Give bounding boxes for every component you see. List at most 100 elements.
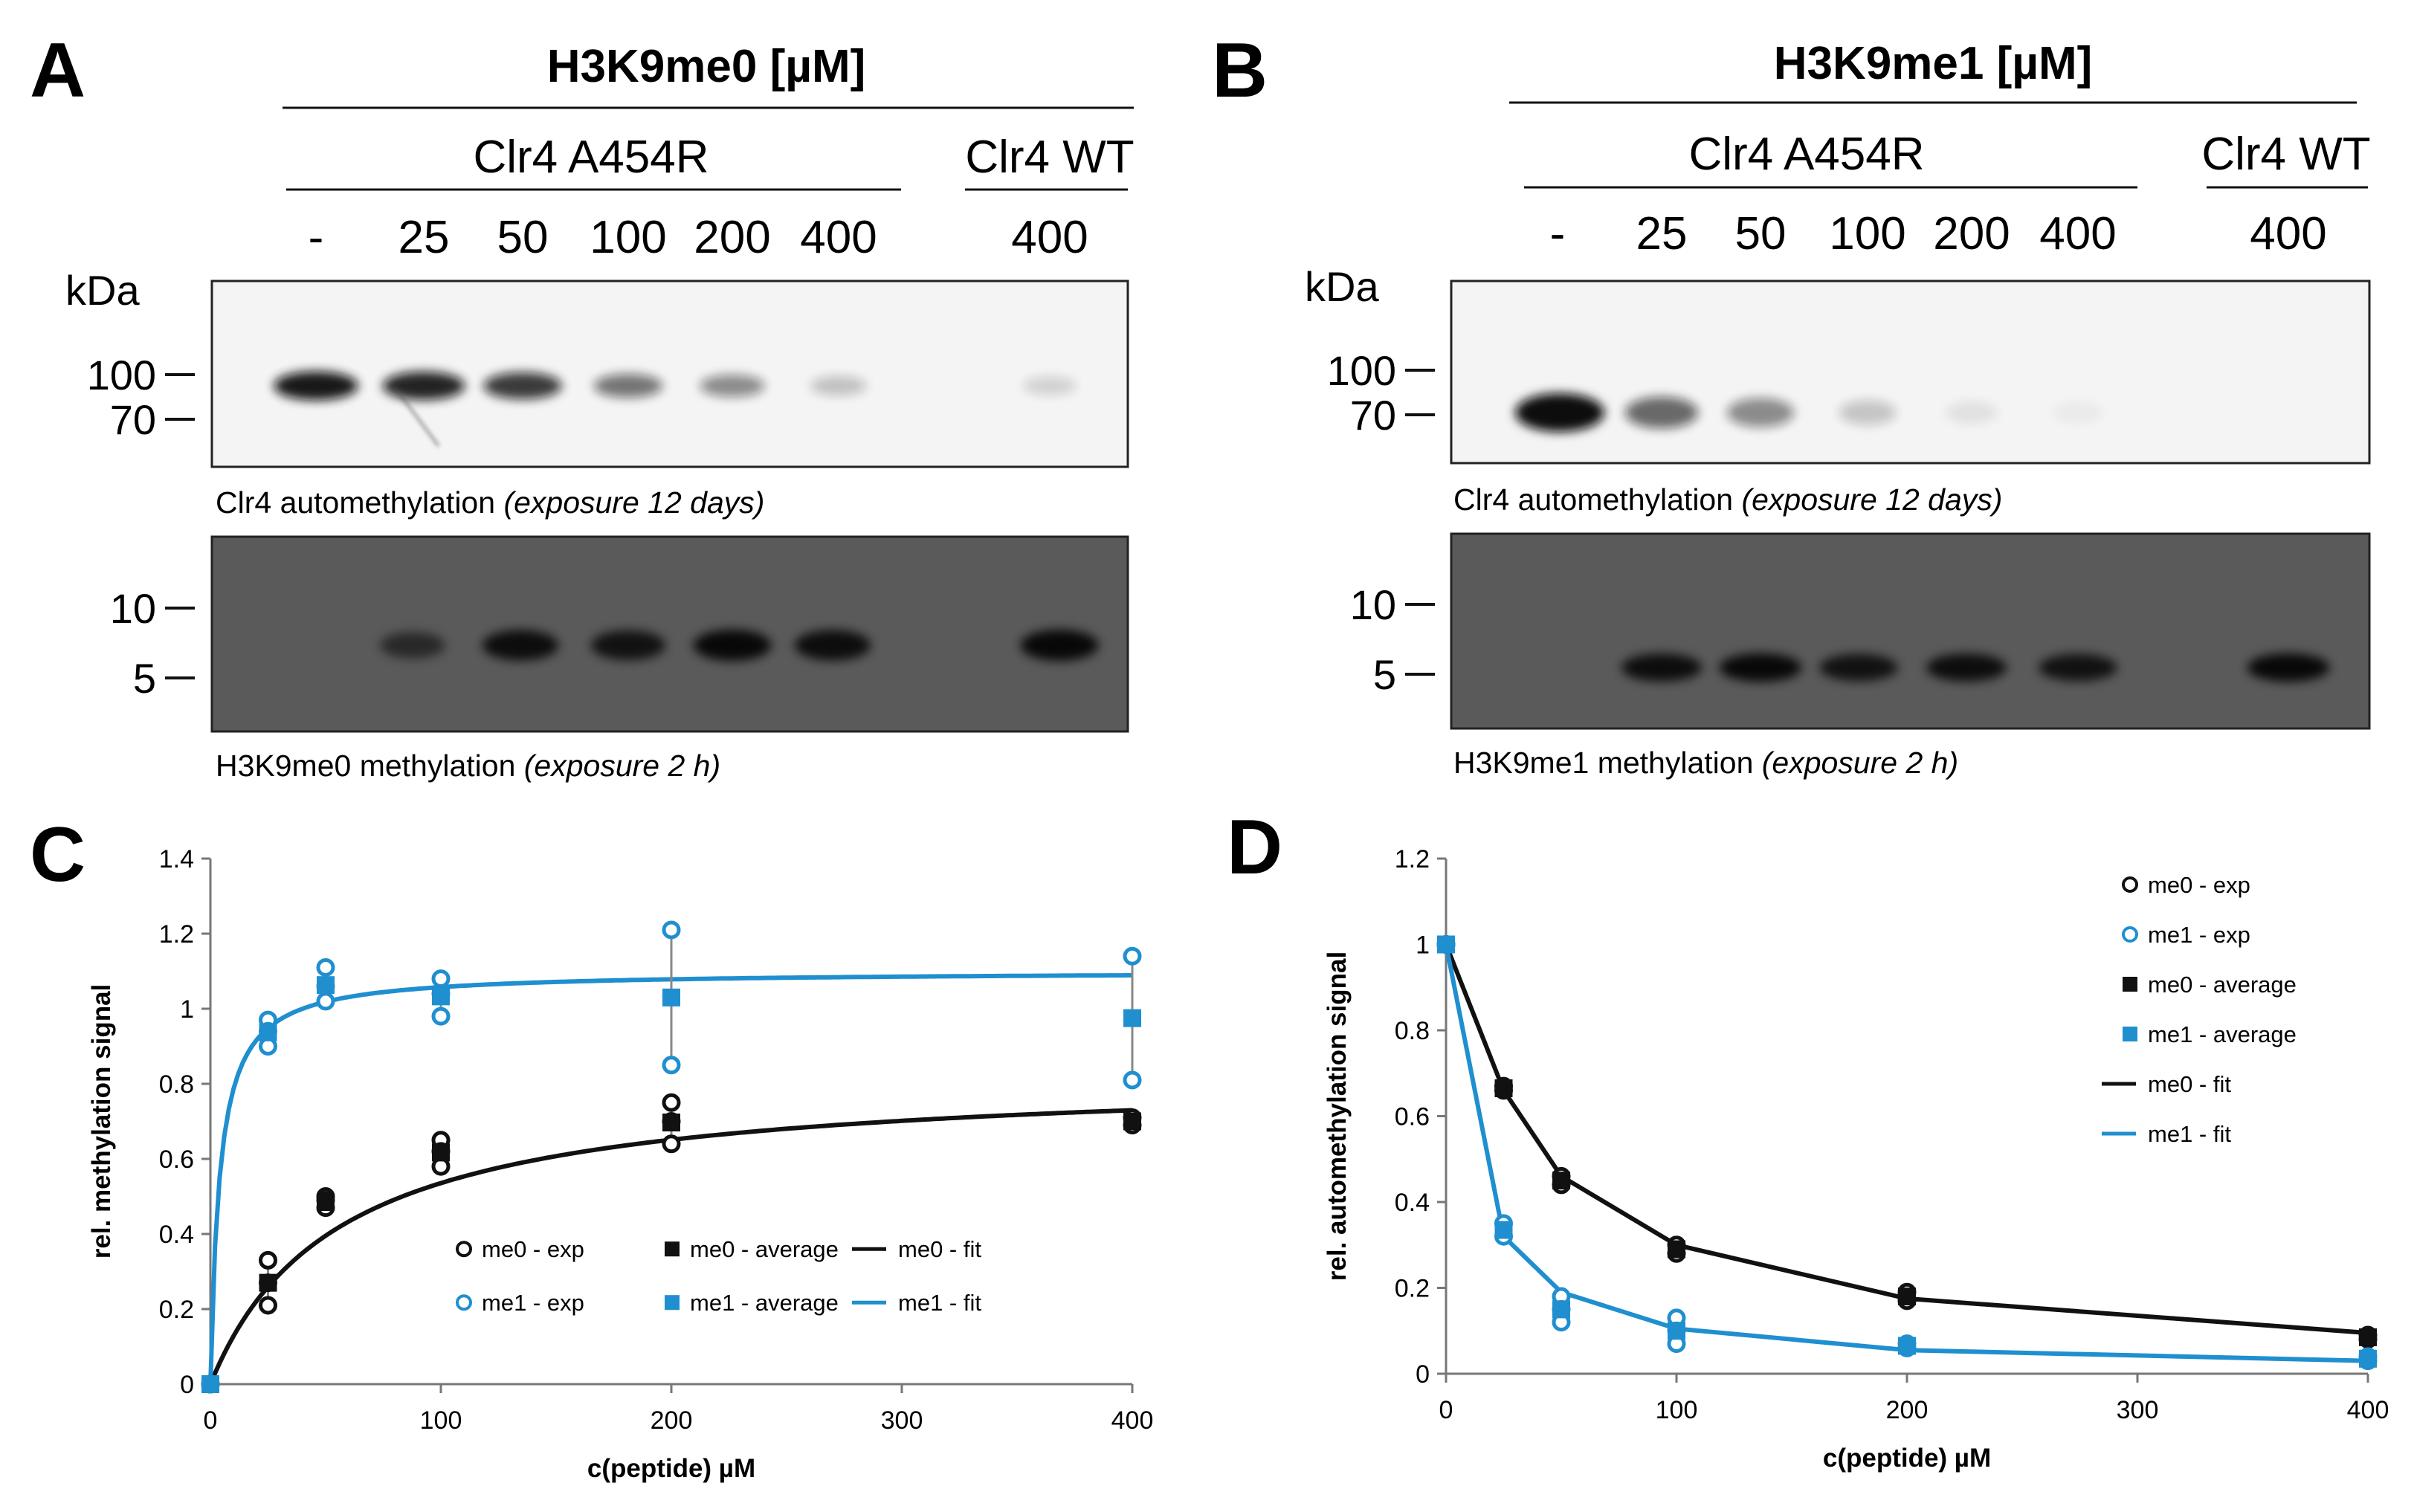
lane-label: 400: [1011, 212, 1088, 263]
marker-label: 10: [1350, 581, 1396, 628]
legend-entry: me0 - fit: [2148, 1071, 2231, 1097]
y-tick-label: 0.2: [1395, 1275, 1430, 1303]
lane-label: -: [1550, 208, 1566, 259]
blot-band: [794, 630, 871, 661]
bands-automethylation-a: [274, 371, 1077, 401]
peptide-title-a: H3K9me0 [µM]: [547, 41, 866, 92]
y-tick-label: 0.8: [159, 1070, 194, 1099]
data-point-average: [1494, 1221, 1513, 1239]
lane-label: 25: [398, 212, 450, 263]
blot-band: [1621, 653, 1703, 682]
y-axis-title: rel. methylation signal: [87, 984, 116, 1259]
blot-band: [274, 371, 358, 401]
lane-label: 100: [1829, 208, 1905, 259]
blot-band: [1624, 396, 1699, 429]
lane-label: -: [309, 212, 324, 263]
legend-marker: [2122, 926, 2138, 943]
x-axis-title: c(peptide) µM: [1823, 1444, 1991, 1473]
lane-label: 50: [1735, 208, 1787, 259]
bands-substrate-a: [380, 629, 1099, 662]
legend-entry: me1 - exp: [2148, 922, 2250, 948]
legend-entry: me1 - fit: [898, 1290, 981, 1316]
x-tick-label: 200: [651, 1406, 693, 1435]
y-tick-label: 0.6: [1395, 1103, 1430, 1131]
y-tick-label: 0: [1416, 1360, 1430, 1389]
marker-label: 70: [110, 396, 156, 443]
group-wt-a: Clr4 WT: [965, 132, 1134, 183]
panel-letter-c: C: [30, 812, 85, 898]
legend-marker: [456, 1294, 472, 1311]
lane-label: 50: [497, 212, 549, 263]
lane-label: 400: [800, 212, 877, 263]
y-tick-label: 0.8: [1395, 1017, 1430, 1045]
data-point-exp: [1123, 1070, 1142, 1090]
y-tick-label: 0: [180, 1371, 194, 1399]
blot-band: [1726, 398, 1795, 427]
legend-marker: [2122, 876, 2138, 893]
lane-label: 100: [590, 212, 666, 263]
panel-letter-b: B: [1212, 28, 1268, 114]
legend-entry: me0 - exp: [2148, 872, 2250, 898]
y-tick-label: 1.4: [159, 845, 194, 873]
blot-band: [382, 371, 465, 401]
legend-entry: me0 - fit: [898, 1236, 981, 1262]
panel-b: B H3K9me1 [µM] Clr4 A454R Clr4 WT - 25 5…: [1212, 28, 2371, 780]
marker-label: 100: [87, 352, 156, 398]
legend-entry: me0 - average: [2148, 972, 2297, 998]
data-point-average: [2359, 1328, 2377, 1346]
data-point-average: [1898, 1337, 1916, 1355]
panel-a: A H3K9me0 [µM] Clr4 A454R Clr4 WT - 25 5…: [30, 28, 1135, 783]
data-point-average: [662, 1114, 680, 1132]
data-point-average: [1552, 1300, 1570, 1319]
kda-label-b: kDa: [1305, 263, 1379, 310]
data-point-average: [1898, 1288, 1916, 1306]
blot-caption-sub-b: H3K9me1 methylation (exposure 2 h): [1453, 746, 1958, 780]
blot-band: [1839, 400, 1897, 425]
blot-caption-auto-a: Clr4 automethylation (exposure 12 days): [216, 485, 764, 520]
data-point-average: [432, 1143, 450, 1162]
blot-band: [2052, 401, 2104, 424]
legend-marker: [456, 1241, 472, 1258]
blot-band: [483, 372, 562, 400]
marker-label: 100: [1327, 347, 1396, 394]
blot-caption-auto-b: Clr4 automethylation (exposure 12 days): [1453, 482, 2002, 517]
data-point-average: [2359, 1349, 2377, 1368]
data-point-exp: [316, 992, 335, 1011]
lane-labels-a: - 25 50 100 200 400 400: [309, 212, 1088, 263]
y-tick-label: 1: [1416, 931, 1430, 960]
data-point-average: [317, 1193, 335, 1212]
blot-band: [1023, 376, 1077, 395]
blot-band: [1020, 629, 1099, 662]
blot-substrate-a: [210, 535, 1129, 733]
blot-band: [1945, 401, 1998, 424]
fit-line-me1: [1444, 943, 2369, 1363]
x-tick-label: 400: [1111, 1406, 1154, 1435]
peptide-title-b: H3K9me1 [µM]: [1774, 38, 2093, 89]
x-tick-label: 0: [1439, 1396, 1453, 1424]
data-point-exp: [259, 1296, 277, 1315]
lane-label: 400: [2250, 208, 2326, 259]
blot-band: [810, 376, 867, 395]
legend-marker: [2123, 977, 2137, 992]
marker-label: 70: [1350, 392, 1396, 439]
x-axis-title: c(peptide) µM: [587, 1454, 755, 1483]
y-tick-label: 1.2: [159, 920, 194, 949]
x-tick-label: 100: [1656, 1396, 1698, 1424]
y-tick-label: 1: [180, 995, 194, 1024]
marker-label: 5: [133, 655, 156, 702]
data-point-average: [1668, 1322, 1685, 1340]
blot-band: [1819, 653, 1898, 682]
data-point-exp: [662, 1093, 681, 1112]
y-axis-title: rel. automethylation signal: [1323, 952, 1352, 1281]
x-tick-label: 300: [2117, 1396, 2159, 1424]
blot-band: [1719, 653, 1802, 682]
fit-line-me0: [1444, 943, 2369, 1336]
legend-marker: [665, 1241, 680, 1257]
legend-entry: me1 - fit: [2148, 1121, 2231, 1147]
y-tick-label: 0.6: [159, 1146, 194, 1174]
lane-label: 25: [1636, 208, 1688, 259]
blot-band: [593, 374, 663, 398]
data-point-average: [662, 988, 680, 1007]
y-tick-label: 1.2: [1395, 845, 1430, 873]
blot-band: [590, 630, 666, 661]
